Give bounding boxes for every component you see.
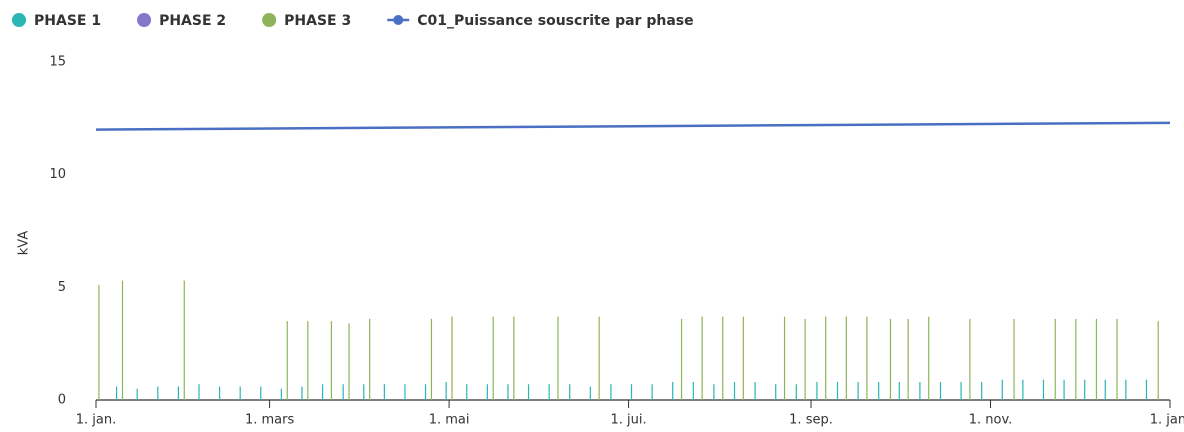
x-tick-label: 1. mai xyxy=(429,413,470,428)
y-tick-label: 15 xyxy=(49,55,66,70)
legend-item: PHASE 1 xyxy=(12,13,101,29)
y-tick-label: 5 xyxy=(58,280,66,295)
y-tick-label: 10 xyxy=(49,167,66,182)
legend-label: PHASE 2 xyxy=(159,13,226,29)
legend-label: PHASE 3 xyxy=(284,13,351,29)
legend-marker xyxy=(137,13,152,27)
legend-item: PHASE 3 xyxy=(262,13,351,29)
legend-marker xyxy=(262,13,277,27)
x-tick-label: 1. jan. xyxy=(1150,413,1184,428)
y-axis-label: kVA xyxy=(17,231,32,256)
legend-marker xyxy=(12,13,26,27)
x-tick-label: 1. jui. xyxy=(611,413,647,428)
legend-item: PHASE 2 xyxy=(137,13,226,29)
legend-label: PHASE 1 xyxy=(34,13,101,29)
y-tick-label: 0 xyxy=(58,393,66,408)
legend-label: C01_Puissance souscrite par phase xyxy=(417,13,693,29)
x-tick-label: 1. mars xyxy=(245,413,295,428)
x-tick-label: 1. jan. xyxy=(76,413,117,428)
x-tick-label: 1. nov. xyxy=(969,413,1013,428)
line-series xyxy=(95,121,1171,131)
legend-marker xyxy=(393,15,404,25)
x-tick-label: 1. sep. xyxy=(789,413,833,428)
legend-item: C01_Puissance souscrite par phase xyxy=(387,13,694,29)
